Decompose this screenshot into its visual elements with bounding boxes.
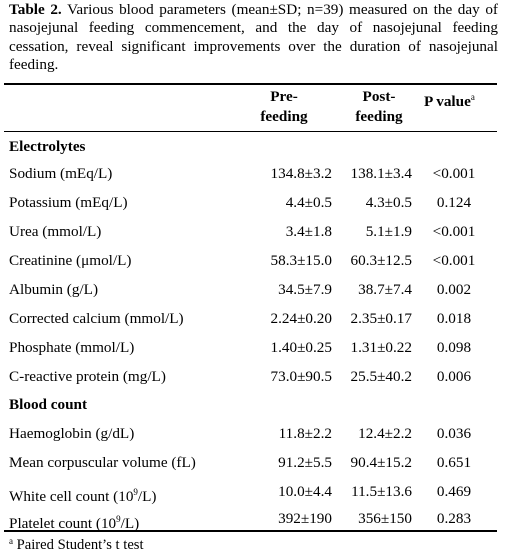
section-title-blood-count: Blood count: [9, 396, 88, 413]
pre-value: 1.40±0.25: [270, 339, 333, 356]
post-value: 4.3±0.5: [365, 194, 412, 211]
table-row: Haemoglobin (g/dL) 11.8±2.2 12.4±2.2 0.0…: [0, 424, 505, 453]
post-value: 38.7±7.4: [358, 281, 412, 298]
p-value: 0.469: [436, 483, 472, 500]
table-row: Urea (mmol/L) 3.4±1.8 5.1±1.9 <0.001: [0, 222, 505, 251]
row-label: C-reactive protein (mg/L): [9, 368, 166, 385]
caption-label: Table 2.: [9, 1, 62, 18]
table-caption: Table 2. Various blood parameters (mean±…: [9, 1, 498, 75]
p-value: <0.001: [432, 223, 476, 240]
pre-value: 134.8±3.2: [270, 165, 333, 182]
row-label-exponent: 9: [116, 514, 121, 524]
pre-value: 4.4±0.5: [285, 194, 332, 211]
post-value: 11.5±13.6: [351, 483, 412, 500]
p-value: 0.124: [436, 194, 472, 211]
bottom-rule: [4, 530, 497, 532]
pre-value: 10.0±4.4: [278, 483, 332, 500]
pre-value: 3.4±1.8: [285, 223, 332, 240]
pre-value: 11.8±2.2: [278, 425, 332, 442]
table-row: White cell count (109/L) 10.0±4.4 11.5±1…: [0, 482, 505, 511]
p-value: 0.006: [436, 368, 472, 385]
row-label-main: Platelet count (10: [9, 515, 117, 532]
header-rule: [4, 131, 497, 132]
post-value: 60.3±12.5: [350, 252, 413, 269]
table-row: Mean corpuscular volume (fL) 91.2±5.5 90…: [0, 453, 505, 482]
header-post-line2: feeding: [355, 108, 403, 125]
header-pre-line1: Pre-: [270, 88, 298, 105]
caption-text: Various blood parameters (mean±SD; n=39)…: [9, 1, 498, 74]
table-row: Potassium (mEq/L) 4.4±0.5 4.3±0.5 0.124: [0, 193, 505, 222]
header-post-line1: Post-: [362, 88, 396, 105]
header-pre-line2: feeding: [260, 108, 308, 125]
table-row: Platelet count (109/L) 392±190 356±150 0…: [0, 509, 505, 538]
table-footnote: a Paired Student’s t test: [9, 532, 144, 554]
p-value: 0.283: [436, 510, 472, 527]
row-label-main: White cell count (10: [9, 488, 134, 505]
p-value: 0.651: [436, 454, 472, 471]
table-row: Creatinine (μmol/L) 58.3±15.0 60.3±12.5 …: [0, 251, 505, 280]
p-value: <0.001: [432, 165, 476, 182]
row-label: White cell count (109/L): [9, 482, 156, 507]
pre-value: 2.24±0.20: [270, 310, 333, 327]
footnote-text: Paired Student’s t test: [13, 537, 144, 553]
post-value: 138.1±3.4: [350, 165, 413, 182]
row-label: Mean corpuscular volume (fL): [9, 454, 196, 471]
p-value: 0.002: [436, 281, 472, 298]
footnote-mark: a: [9, 536, 13, 546]
table-row: Corrected calcium (mmol/L) 2.24±0.20 2.3…: [0, 309, 505, 338]
section-title-electrolytes: Electrolytes: [9, 138, 86, 155]
row-label: Sodium (mEq/L): [9, 165, 113, 182]
pre-value: 58.3±15.0: [270, 252, 333, 269]
row-label: Albumin (g/L): [9, 281, 99, 298]
p-value: 0.036: [436, 425, 472, 442]
table-row: Albumin (g/L) 34.5±7.9 38.7±7.4 0.002: [0, 280, 505, 309]
top-rule: [4, 83, 497, 85]
row-label: Creatinine (μmol/L): [9, 252, 132, 269]
row-label: Haemoglobin (g/dL): [9, 425, 135, 442]
header-p-value-mark: a: [470, 92, 475, 102]
table-row: Sodium (mEq/L) 134.8±3.2 138.1±3.4 <0.00…: [0, 164, 505, 193]
row-label: Urea (mmol/L): [9, 223, 102, 240]
post-value: 12.4±2.2: [358, 425, 412, 442]
p-value: 0.098: [436, 339, 472, 356]
header-post-feeding: Post- feeding: [339, 87, 419, 127]
p-value: <0.001: [432, 252, 476, 269]
pre-value: 73.0±90.5: [270, 368, 333, 385]
row-label-tail: /L): [120, 515, 140, 532]
post-value: 90.4±15.2: [350, 454, 413, 471]
row-label-tail: /L): [137, 488, 157, 505]
header-p-value: P valuea: [424, 87, 500, 112]
post-value: 1.31±0.22: [350, 339, 413, 356]
row-label: Potassium (mEq/L): [9, 194, 128, 211]
post-value: 2.35±0.17: [350, 310, 413, 327]
post-value: 25.5±40.2: [350, 368, 413, 385]
pre-value: 34.5±7.9: [278, 281, 332, 298]
table-row: C-reactive protein (mg/L) 73.0±90.5 25.5…: [0, 367, 505, 396]
pre-value: 392±190: [278, 510, 332, 527]
row-label: Corrected calcium (mmol/L): [9, 310, 184, 327]
pre-value: 91.2±5.5: [278, 454, 332, 471]
header-pre-feeding: Pre- feeding: [244, 87, 324, 127]
post-value: 5.1±1.9: [365, 223, 412, 240]
row-label: Phosphate (mmol/L): [9, 339, 135, 356]
row-label-exponent: 9: [133, 487, 138, 497]
table-row: Phosphate (mmol/L) 1.40±0.25 1.31±0.22 0…: [0, 338, 505, 367]
p-value: 0.018: [436, 310, 472, 327]
post-value: 356±150: [358, 510, 412, 527]
row-label: Platelet count (109/L): [9, 509, 139, 534]
header-p-value-label: P value: [424, 93, 471, 110]
